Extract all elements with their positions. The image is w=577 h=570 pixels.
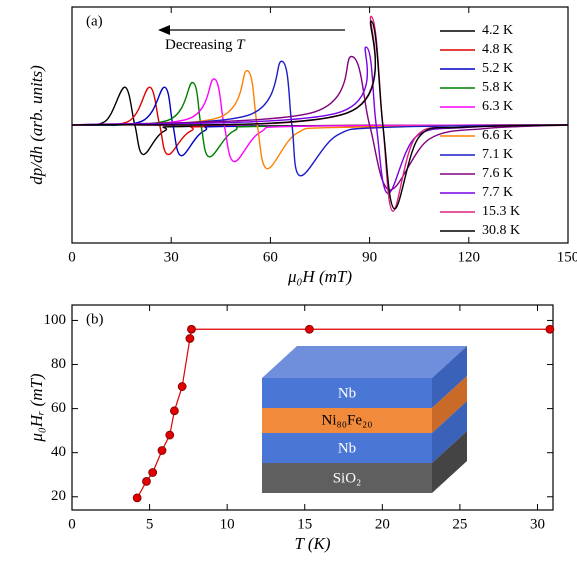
- panel: (b) 0 5 10 15 20 25 30 20 40 60 80 100 T (K) μ₀Hᵣ (mT): [27, 304, 555, 553]
- y-tick-label: 40: [51, 444, 66, 460]
- x-tick-label: 25: [452, 516, 467, 532]
- y-tick-label: 100: [44, 312, 67, 328]
- panel-label: (a): [86, 13, 103, 29]
- annotation: Decreasing T: [165, 37, 246, 53]
- data-line: [71, 86, 569, 156]
- x-tick-label: 5: [146, 516, 154, 532]
- data-point: [177, 382, 187, 391]
- x-tick-label: 150: [557, 249, 577, 265]
- panel: (a) 0 30 60 90 120 150 μ₀H (mT) dp/dh (arb. unit…: [27, 6, 577, 286]
- x-axis-label: μ₀H (mT): [287, 267, 352, 286]
- legend-label: 5.8 K: [482, 80, 513, 95]
- axes-frame: [71, 304, 554, 511]
- data-line: [71, 55, 569, 191]
- x-tick-label: 120: [458, 249, 481, 265]
- layer-label: Ni₈₀Fe₂₀: [322, 412, 373, 428]
- arrow-head: [158, 25, 170, 35]
- x-tick-label: 20: [375, 516, 390, 532]
- data-point: [165, 430, 175, 440]
- y-axis-label: μ₀Hᵣ (mT): [27, 373, 46, 443]
- legend-label: 7.1 K: [482, 147, 513, 162]
- layer-nife: [262, 408, 432, 433]
- x-tick-label: 60: [263, 249, 278, 265]
- y-tick-label: 20: [51, 488, 66, 504]
- data-point: [132, 493, 142, 503]
- data-point: [142, 476, 151, 486]
- legend-label: 4.2 K: [482, 23, 513, 38]
- layer-sio2: [262, 463, 432, 493]
- data-point: [187, 324, 196, 334]
- legend-label: 7.6 K: [482, 166, 513, 181]
- x-tick-label: 0: [68, 249, 76, 265]
- layer-label: Nb: [338, 385, 356, 401]
- x-tick-label: 30: [164, 249, 179, 265]
- legend-label: 30.8 K: [482, 223, 520, 238]
- y-axis-label: dp/dh (arb. units): [27, 65, 46, 185]
- x-axis-label: T (K): [294, 534, 330, 553]
- layer-label: Nb: [338, 440, 356, 456]
- legend-label: 4.8 K: [482, 42, 513, 57]
- legend-label: 15.3 K: [482, 204, 520, 219]
- layer-nb-bottom: [262, 433, 432, 463]
- data-point: [304, 324, 314, 334]
- legend-label: 7.7 K: [482, 185, 513, 200]
- data-line: [71, 20, 569, 210]
- data-line: [71, 86, 569, 156]
- data-line: [71, 60, 569, 177]
- layer-top: [262, 346, 467, 378]
- layer-nb-top: [262, 378, 432, 408]
- legend-label: 6.6 K: [482, 128, 513, 143]
- data-point: [148, 468, 158, 477]
- inset-stack: Nb Ni₈₀Fe₂₀ Nb SiO₂: [262, 346, 467, 493]
- x-tick-label: 10: [220, 516, 235, 532]
- side-nife: [432, 376, 467, 433]
- data-point: [170, 406, 179, 416]
- data-point: [157, 446, 167, 455]
- data-line: [71, 86, 569, 157]
- y-tick-label: 80: [51, 356, 66, 372]
- legend-label: 5.2 K: [482, 61, 513, 76]
- side-nb-top: [432, 346, 467, 408]
- side-sio2: [432, 431, 467, 493]
- data-line: [71, 70, 569, 170]
- side-nb-bottom: [432, 401, 467, 463]
- data-line: [71, 78, 569, 163]
- legend-label: 6.3 K: [482, 99, 513, 114]
- data-point: [185, 334, 195, 343]
- x-tick-label: 15: [297, 516, 312, 532]
- panel-label: (b): [86, 311, 104, 327]
- data-point: [545, 324, 555, 334]
- x-tick-label: 90: [362, 249, 377, 265]
- x-tick-label: 30: [530, 516, 545, 532]
- y-tick-label: 60: [51, 400, 66, 416]
- layer-label: SiO₂: [333, 470, 362, 486]
- x-tick-label: 0: [68, 516, 76, 532]
